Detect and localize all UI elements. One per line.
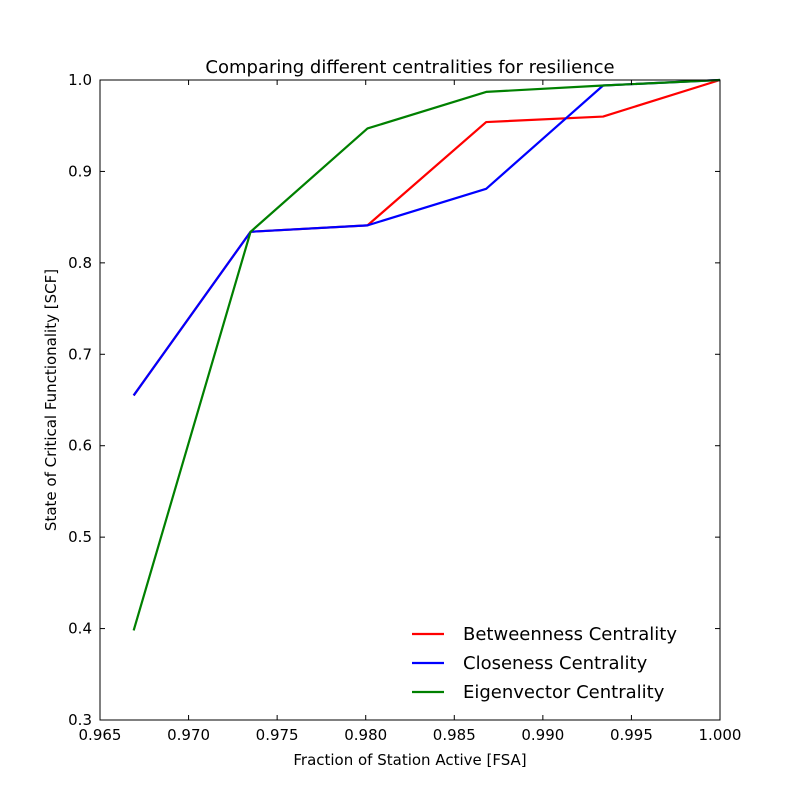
y-axis-label: State of Critical Functionality [SCF]	[42, 269, 60, 531]
plot-frame	[99, 79, 721, 721]
y-tick-label: 0.8	[68, 254, 92, 272]
legend-label-eigenvector-centrality: Eigenvector Centrality	[463, 682, 665, 703]
x-axis-label: Fraction of Station Active [FSA]	[293, 751, 526, 769]
x-tick-label: 0.995	[610, 726, 653, 744]
y-tick-label: 1.0	[68, 71, 92, 89]
x-tick-label: 0.970	[167, 726, 210, 744]
y-tick-label: 0.4	[68, 620, 92, 638]
y-tick-label: 0.9	[68, 162, 92, 180]
y-tick-label: 0.3	[68, 711, 92, 729]
chart-title: Comparing different centralities for res…	[205, 57, 614, 78]
y-tick-label: 0.6	[68, 437, 92, 455]
x-tick-label: 0.985	[433, 726, 476, 744]
y-tick-label: 0.7	[68, 345, 92, 363]
ticks-layer: 0.965 0.970 0.975 0.980 0.985 0.990 0.995 1.000…	[68, 71, 741, 744]
series-line-eigenvector-centrality	[132, 78, 721, 631]
x-tick-label: 0.980	[344, 726, 387, 744]
series-layer	[132, 78, 721, 631]
y-tick-label: 0.5	[68, 528, 92, 546]
legend: Betweenness Centrality Closeness Centrali…	[412, 624, 677, 703]
x-tick-label: 1.000	[699, 726, 742, 744]
x-tick-label: 0.975	[256, 726, 299, 744]
legend-label-closeness-centrality: Closeness Centrality	[463, 653, 648, 674]
x-tick-label: 0.990	[521, 726, 564, 744]
legend-label-betweenness-centrality: Betweenness Centrality	[463, 624, 677, 645]
x-tick-label: 0.965	[79, 726, 122, 744]
